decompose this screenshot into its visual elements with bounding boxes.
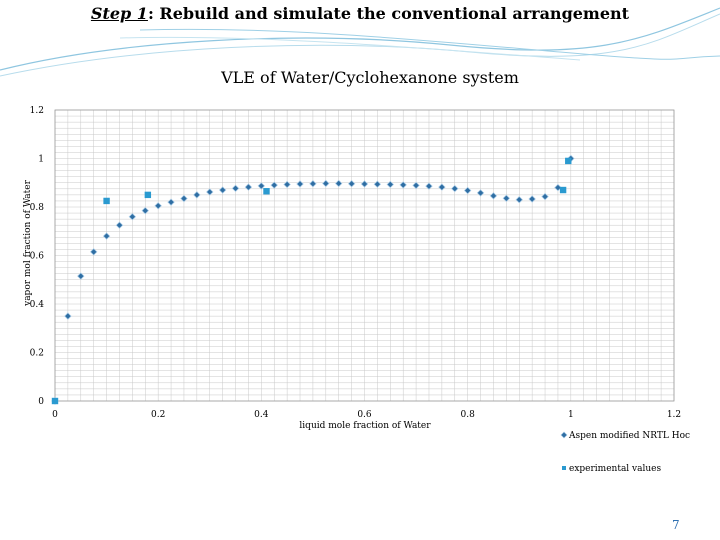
model-point bbox=[322, 179, 330, 188]
model-point bbox=[283, 180, 291, 189]
slide-title-rest: : Rebuild and simulate the conventional … bbox=[147, 4, 630, 23]
model-point bbox=[193, 191, 201, 199]
model-point bbox=[89, 248, 98, 256]
model-point bbox=[528, 195, 536, 203]
slide-title: Step 1: Rebuild and simulate the convent… bbox=[0, 4, 720, 23]
model-point bbox=[360, 180, 369, 188]
model-point bbox=[476, 189, 485, 197]
model-point bbox=[102, 232, 111, 240]
model-point bbox=[231, 184, 240, 193]
model-point bbox=[77, 272, 85, 280]
model-point bbox=[218, 186, 227, 194]
y-axis-label: vapor mol fraction of Water bbox=[23, 179, 33, 306]
x-tick-label: 1.2 bbox=[667, 410, 681, 420]
x-tick-label: 0.4 bbox=[254, 410, 269, 420]
x-tick-label: 0.2 bbox=[151, 410, 165, 420]
model-point bbox=[64, 312, 72, 320]
chart-legend: Aspen modified NRTL Hoc experimental val… bbox=[560, 431, 690, 474]
chart-grid bbox=[54, 109, 675, 402]
experimental-point bbox=[51, 397, 59, 405]
model-point bbox=[347, 180, 356, 188]
model-point bbox=[399, 181, 407, 189]
legend-item-model: Aspen modified NRTL Hoc bbox=[560, 431, 690, 441]
x-tick-label: 1 bbox=[568, 410, 574, 420]
x-tick-label: 0.6 bbox=[357, 410, 372, 420]
legend-item-experimental: experimental values bbox=[562, 464, 661, 474]
model-point bbox=[451, 184, 459, 193]
model-point bbox=[244, 183, 253, 191]
legend-label-experimental: experimental values bbox=[569, 464, 661, 474]
experimental-point bbox=[144, 191, 152, 199]
x-tick-label: 0 bbox=[52, 410, 58, 420]
slide-title-step: Step 1 bbox=[90, 4, 148, 23]
model-point bbox=[412, 181, 420, 190]
model-point bbox=[309, 180, 317, 188]
y-tick-label: 0.2 bbox=[30, 349, 44, 359]
model-point bbox=[180, 194, 188, 203]
model-point bbox=[167, 198, 175, 206]
experimental-point bbox=[103, 197, 110, 205]
decorative-swoosh-lines bbox=[0, 7, 720, 77]
model-point bbox=[141, 206, 149, 215]
model-point bbox=[541, 192, 549, 201]
plot-area-border bbox=[54, 109, 675, 402]
chart-tick-labels: 0 0.2 0.4 0.6 0.8 1 1.2 0 0.2 0.4 0.6 0.8 1 1.2 bbox=[30, 106, 681, 420]
legend-marker-diamond bbox=[560, 431, 568, 439]
model-point bbox=[296, 180, 304, 188]
model-point bbox=[270, 181, 278, 189]
model-point bbox=[335, 179, 343, 188]
model-point bbox=[554, 183, 562, 192]
model-point bbox=[386, 180, 394, 189]
page-number: 7 bbox=[672, 518, 680, 532]
y-tick-label: 0.6 bbox=[30, 252, 45, 262]
chart-title: VLE of Water/Cyclohexanone system bbox=[221, 68, 519, 87]
model-point bbox=[489, 192, 498, 200]
legend-marker-square bbox=[562, 466, 566, 470]
x-axis-label: liquid mole fraction of Water bbox=[299, 421, 431, 431]
model-point bbox=[373, 180, 382, 188]
experimental-point bbox=[263, 188, 270, 195]
legend-label-model: Aspen modified NRTL Hoc bbox=[568, 431, 690, 441]
y-tick-label: 0.4 bbox=[30, 300, 45, 310]
model-point bbox=[438, 183, 446, 191]
model-point bbox=[257, 182, 266, 190]
chart-marks bbox=[51, 154, 575, 405]
model-point bbox=[115, 221, 124, 229]
x-tick-label: 0.8 bbox=[461, 410, 476, 420]
experimental-point bbox=[559, 186, 567, 194]
model-point bbox=[425, 182, 433, 190]
model-point bbox=[515, 196, 523, 204]
y-tick-label: 0.8 bbox=[30, 203, 45, 213]
model-point bbox=[128, 213, 137, 221]
y-tick-label: 1.2 bbox=[30, 106, 44, 116]
model-point bbox=[463, 186, 472, 195]
model-point bbox=[154, 202, 162, 210]
model-point bbox=[502, 194, 511, 202]
y-tick-label: 0 bbox=[38, 397, 44, 407]
model-point bbox=[206, 188, 214, 196]
y-tick-label: 1 bbox=[38, 155, 44, 165]
experimental-point bbox=[565, 157, 572, 165]
